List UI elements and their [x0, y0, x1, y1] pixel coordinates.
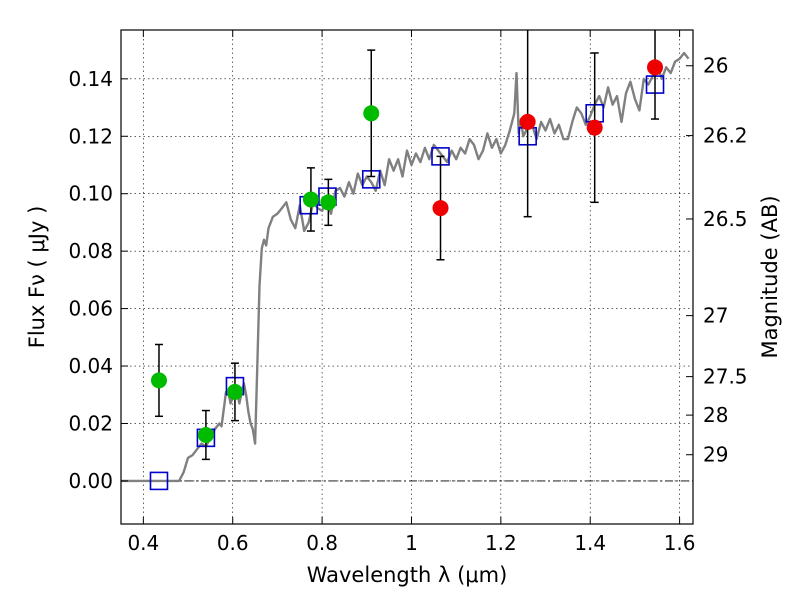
x-axis-title: Wavelength λ (μm): [307, 563, 508, 587]
y-axis-title: Flux Fν ( μJy ): [25, 206, 49, 349]
magnitude-tick-label: 27.5: [703, 365, 748, 389]
y-tick-label: 0.12: [68, 124, 113, 148]
data-series: [121, 30, 690, 491]
optical-data-point: [302, 191, 319, 208]
x-tick-label: 0.4: [127, 531, 159, 555]
x-tick-label: 1.6: [664, 531, 696, 555]
magnitude-tick-label: 26: [703, 54, 728, 78]
nir-data-point: [586, 119, 603, 136]
x-tick-label: 1.4: [574, 531, 606, 555]
y-tick-label: 0.08: [68, 239, 113, 263]
magnitude-tick-label: 28: [703, 403, 728, 427]
nir-data-point: [432, 200, 449, 217]
y-tick-label: 0.06: [68, 297, 113, 321]
optical-data-point: [320, 194, 337, 211]
nir-data-point: [647, 59, 664, 76]
x-tick-label: 0.6: [217, 531, 249, 555]
magnitude-tick-label: 26.2: [703, 124, 748, 148]
y-tick-label: 0.04: [68, 354, 113, 378]
magnitude-axis-title: Magnitude (AB): [758, 195, 782, 358]
magnitude-axis-ticks: 26 26.2 26.5 27 27.5 28 29: [686, 54, 748, 467]
optical-data-point: [363, 105, 380, 122]
plot-frame: [120, 29, 694, 525]
x-tick-label: 1.2: [485, 531, 517, 555]
y-tick-label: 0.10: [68, 182, 113, 206]
optical-data-point: [226, 383, 243, 400]
grid: [121, 30, 693, 524]
optical-data-point: [197, 426, 214, 443]
magnitude-tick-label: 26.5: [703, 207, 748, 231]
y-axis-ticks: 0.00 0.02 0.04 0.06 0.08 0.10 0.12 0.14: [68, 67, 128, 493]
magnitude-tick-label: 27: [703, 304, 728, 328]
y-tick-label: 0.02: [68, 411, 113, 435]
y-tick-label: 0.14: [68, 67, 113, 91]
x-tick-label: 0.8: [306, 531, 338, 555]
optical-data-point: [150, 372, 167, 389]
x-tick-label: 1: [405, 531, 418, 555]
x-axis-ticks: 0.4 0.6 0.8 1 1.2 1.4 1.6: [127, 30, 696, 555]
y-tick-label: 0.00: [68, 469, 113, 493]
magnitude-tick-label: 29: [703, 443, 728, 467]
nir-data-point: [519, 113, 536, 130]
model-band-square: [149, 471, 169, 491]
